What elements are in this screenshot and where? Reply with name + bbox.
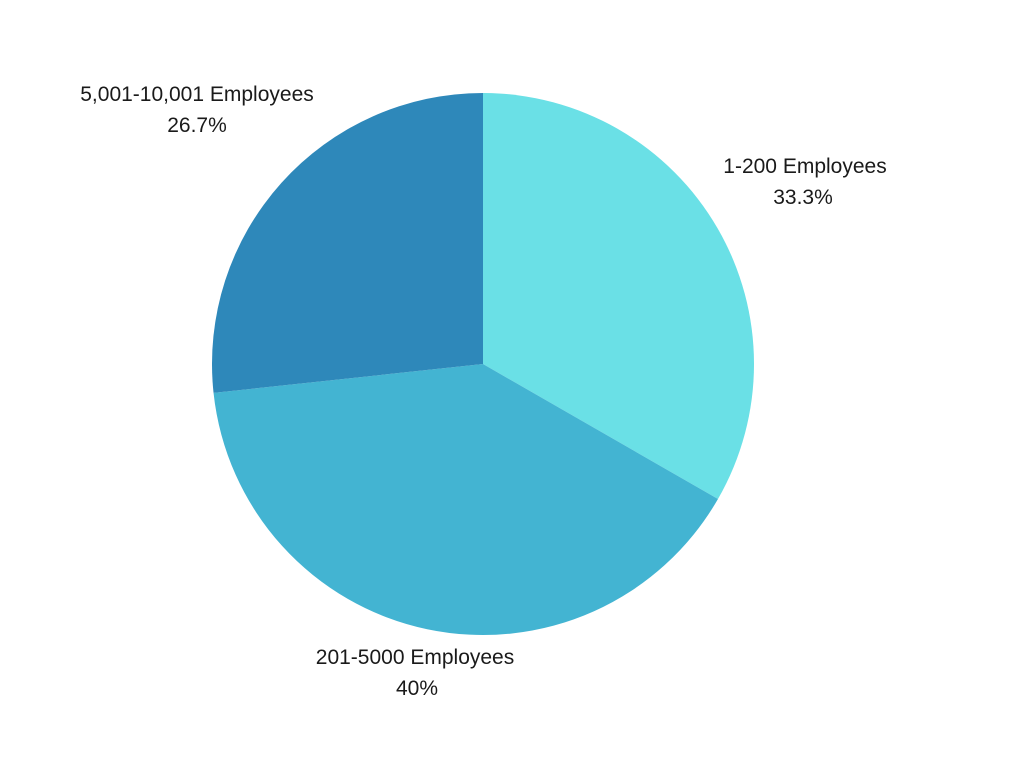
pie-slices	[211, 93, 755, 636]
slice-label-group-201-5000: 201-5000 Employees 40%	[316, 646, 514, 700]
slice-value-5001-10001: 26.7%	[167, 114, 227, 137]
slice-label-1-200: 1-200 Employees	[723, 155, 886, 178]
pie-slice-1-200	[483, 93, 755, 500]
slice-label-201-5000: 201-5000 Employees	[316, 646, 514, 669]
pie-slice-201-5000	[213, 364, 718, 636]
slice-label-5001-10001: 5,001-10,001 Employees	[80, 83, 314, 106]
pie-slice-5001-10001	[211, 93, 483, 393]
slice-value-1-200: 33.3%	[773, 186, 833, 209]
slice-value-201-5000: 40%	[396, 677, 438, 700]
slice-label-group-1-200: 1-200 Employees 33.3%	[723, 155, 886, 209]
slice-label-group-5001-10001: 5,001-10,001 Employees 26.7%	[80, 83, 314, 137]
